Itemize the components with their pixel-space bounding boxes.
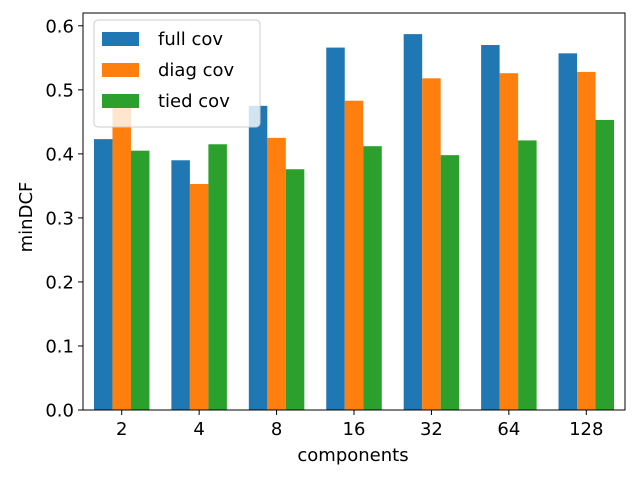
x-tick-label: 64	[497, 419, 520, 440]
y-tick-label: 0.0	[45, 401, 74, 422]
legend-swatch-diag-cov	[102, 63, 139, 77]
y-tick-label: 0.1	[45, 336, 74, 357]
bar-diag-cov-8	[267, 137, 286, 411]
axes-layer: 0.0 0.1 0.2 0.3 0.4 0.5 0.6 2 4 8 16 32 64 128	[45, 12, 626, 440]
bar-full-cov-128	[558, 53, 578, 411]
x-tick-label: 16	[343, 419, 366, 440]
legend: full cov diag cov tied cov	[93, 19, 261, 128]
x-axis-title: components	[297, 445, 408, 466]
y-tick-label: 0.5	[45, 80, 74, 101]
bar-tied-cov-2	[130, 150, 150, 411]
legend-label-full-cov: full cov	[158, 29, 223, 50]
bar-diag-cov-32	[422, 78, 441, 410]
bar-diag-cov-16	[344, 100, 364, 410]
bar-full-cov-8	[248, 105, 268, 410]
bars-layer	[93, 34, 615, 411]
bar-diag-cov-64	[499, 73, 519, 410]
bar-full-cov-32	[403, 34, 423, 410]
bar-diag-cov-4	[189, 183, 209, 410]
y-tick-label: 0.6	[45, 16, 74, 37]
bar-tied-cov-128	[595, 119, 615, 411]
y-tick-label: 0.4	[45, 144, 74, 165]
legend-label-diag-cov: diag cov	[158, 60, 235, 81]
bar-tied-cov-64	[518, 140, 537, 411]
bar-full-cov-16	[326, 47, 345, 410]
legend-swatch-tied-cov	[102, 94, 139, 108]
bar-tied-cov-32	[440, 155, 460, 410]
bar-tied-cov-16	[363, 146, 382, 410]
bar-full-cov-64	[481, 45, 500, 411]
x-tick-label: 32	[420, 419, 443, 440]
bar-full-cov-2	[93, 139, 113, 410]
x-tick-label: 128	[569, 419, 603, 440]
x-tick-label: 2	[116, 419, 127, 440]
bar-tied-cov-8	[285, 169, 305, 410]
y-tick-label: 0.3	[45, 208, 74, 229]
bar-diag-cov-2	[112, 101, 131, 411]
legend-swatch-full-cov	[102, 32, 139, 46]
x-tick-label: 4	[193, 419, 204, 440]
x-tick-label: 8	[271, 419, 282, 440]
bar-diag-cov-128	[577, 71, 596, 410]
bar-tied-cov-4	[208, 144, 227, 410]
bar-full-cov-4	[171, 160, 190, 410]
y-tick-label: 0.2	[45, 272, 74, 293]
y-axis-title: minDCF	[16, 182, 37, 253]
legend-label-tied-cov: tied cov	[158, 91, 230, 112]
